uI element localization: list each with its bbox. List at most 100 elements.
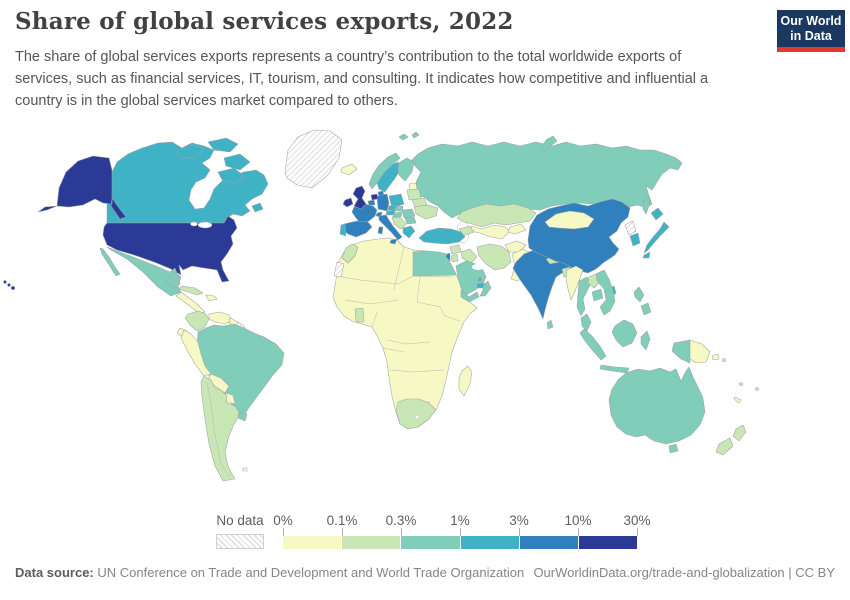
italy[interactable]	[377, 214, 403, 245]
vanuatu[interactable]	[739, 382, 743, 386]
greenland[interactable]	[284, 129, 343, 189]
west-new-guinea[interactable]	[671, 339, 691, 364]
qatar[interactable]	[477, 276, 482, 282]
kazakhstan[interactable]	[456, 203, 537, 228]
great-lakes-west	[190, 221, 198, 227]
poland[interactable]	[388, 193, 405, 209]
morocco[interactable]	[341, 243, 359, 264]
syria[interactable]	[449, 244, 462, 255]
tasmania[interactable]	[668, 443, 679, 454]
mongolia[interactable]	[544, 210, 595, 230]
baja-california[interactable]	[99, 247, 121, 277]
world-map[interactable]	[0, 116, 850, 512]
afghanistan[interactable]	[504, 240, 527, 253]
novaya-zemlya[interactable]	[540, 135, 558, 154]
venezuela[interactable]	[208, 311, 233, 325]
legend-tick-4: 3%	[509, 513, 529, 528]
oman[interactable]	[479, 280, 492, 297]
owid-logo[interactable]: Our World in Data	[777, 10, 845, 52]
alaska[interactable]	[37, 155, 127, 220]
fiji[interactable]	[755, 387, 759, 391]
baltics[interactable]	[406, 188, 422, 201]
ireland[interactable]	[342, 197, 354, 208]
footer-source-label: Data source:	[15, 565, 94, 580]
new-zealand[interactable]	[715, 424, 747, 456]
russia[interactable]	[411, 141, 683, 219]
canada[interactable]	[106, 141, 269, 224]
romania[interactable]	[401, 208, 416, 219]
central-america[interactable]	[175, 291, 206, 314]
sri-lanka[interactable]	[546, 319, 554, 330]
legend-bin-5[interactable]	[578, 536, 638, 549]
sakhalin[interactable]	[642, 194, 651, 215]
spain[interactable]	[341, 220, 373, 238]
hawaii-2[interactable]	[7, 283, 11, 287]
kyrgyzstan-tajikistan[interactable]	[507, 223, 527, 235]
balkans[interactable]	[391, 216, 407, 230]
yemen[interactable]	[460, 289, 480, 303]
czechia[interactable]	[387, 204, 397, 211]
netherlands[interactable]	[370, 193, 379, 201]
germany[interactable]	[376, 193, 390, 212]
cambodia[interactable]	[591, 288, 604, 302]
ukraine[interactable]	[413, 204, 439, 220]
uae[interactable]	[476, 282, 485, 289]
portugal[interactable]	[339, 223, 347, 237]
colombia[interactable]	[184, 310, 210, 332]
black-sea	[434, 219, 458, 229]
mexico[interactable]	[106, 246, 182, 297]
hawaii-3[interactable]	[10, 285, 16, 291]
estonia[interactable]	[408, 182, 418, 191]
france[interactable]	[351, 203, 378, 225]
iran[interactable]	[476, 243, 512, 271]
new-caledonia[interactable]	[733, 396, 742, 404]
japan[interactable]	[642, 207, 670, 259]
myanmar[interactable]	[565, 265, 584, 301]
falkland-islands[interactable]	[242, 467, 248, 472]
hispaniola[interactable]	[205, 294, 218, 302]
belgium[interactable]	[367, 199, 376, 206]
legend-tickmark	[460, 528, 461, 536]
legend-bin-0[interactable]	[283, 536, 342, 549]
legend-bin-2[interactable]	[401, 536, 460, 549]
legend-bin-4[interactable]	[519, 536, 578, 549]
canada-arctic-islands[interactable]	[174, 137, 264, 213]
legend-no-data-swatch[interactable]	[216, 534, 264, 549]
israel[interactable]	[445, 252, 451, 262]
madagascar[interactable]	[458, 365, 473, 397]
jordan[interactable]	[450, 253, 459, 263]
cuba[interactable]	[178, 285, 204, 296]
turkey[interactable]	[418, 227, 466, 245]
norway[interactable]	[368, 152, 401, 190]
united-states[interactable]	[102, 215, 238, 283]
philippines[interactable]	[633, 286, 652, 316]
footer-credit-link[interactable]: OurWorldinData.org/trade-and-globalizati…	[533, 565, 835, 580]
borneo[interactable]	[611, 319, 638, 348]
malaysia[interactable]	[580, 313, 592, 332]
south-korea[interactable]	[629, 232, 641, 247]
iceland[interactable]	[340, 163, 358, 176]
uzbekistan-turkmenistan[interactable]	[469, 224, 511, 240]
bulgaria[interactable]	[404, 216, 417, 225]
vietnam[interactable]	[595, 269, 616, 316]
australia[interactable]	[608, 366, 706, 445]
legend-bin-1[interactable]	[342, 536, 401, 549]
greece[interactable]	[402, 225, 416, 239]
south-africa[interactable]	[395, 398, 437, 430]
legend-bin-3[interactable]	[460, 536, 519, 549]
ghana[interactable]	[354, 307, 365, 323]
sulawesi[interactable]	[640, 330, 651, 351]
western-sahara[interactable]	[333, 261, 345, 278]
hungary[interactable]	[392, 211, 403, 218]
finland[interactable]	[397, 157, 415, 182]
uruguay[interactable]	[237, 411, 248, 422]
iraq[interactable]	[460, 248, 478, 264]
north-korea[interactable]	[624, 220, 637, 236]
papua-new-guinea[interactable]	[689, 339, 720, 364]
united-kingdom[interactable]	[352, 185, 367, 210]
hawaii[interactable]	[3, 280, 7, 284]
sumatra[interactable]	[579, 328, 607, 361]
svalbard[interactable]	[398, 131, 420, 141]
solomon-islands[interactable]	[722, 358, 726, 362]
java[interactable]	[599, 364, 630, 374]
